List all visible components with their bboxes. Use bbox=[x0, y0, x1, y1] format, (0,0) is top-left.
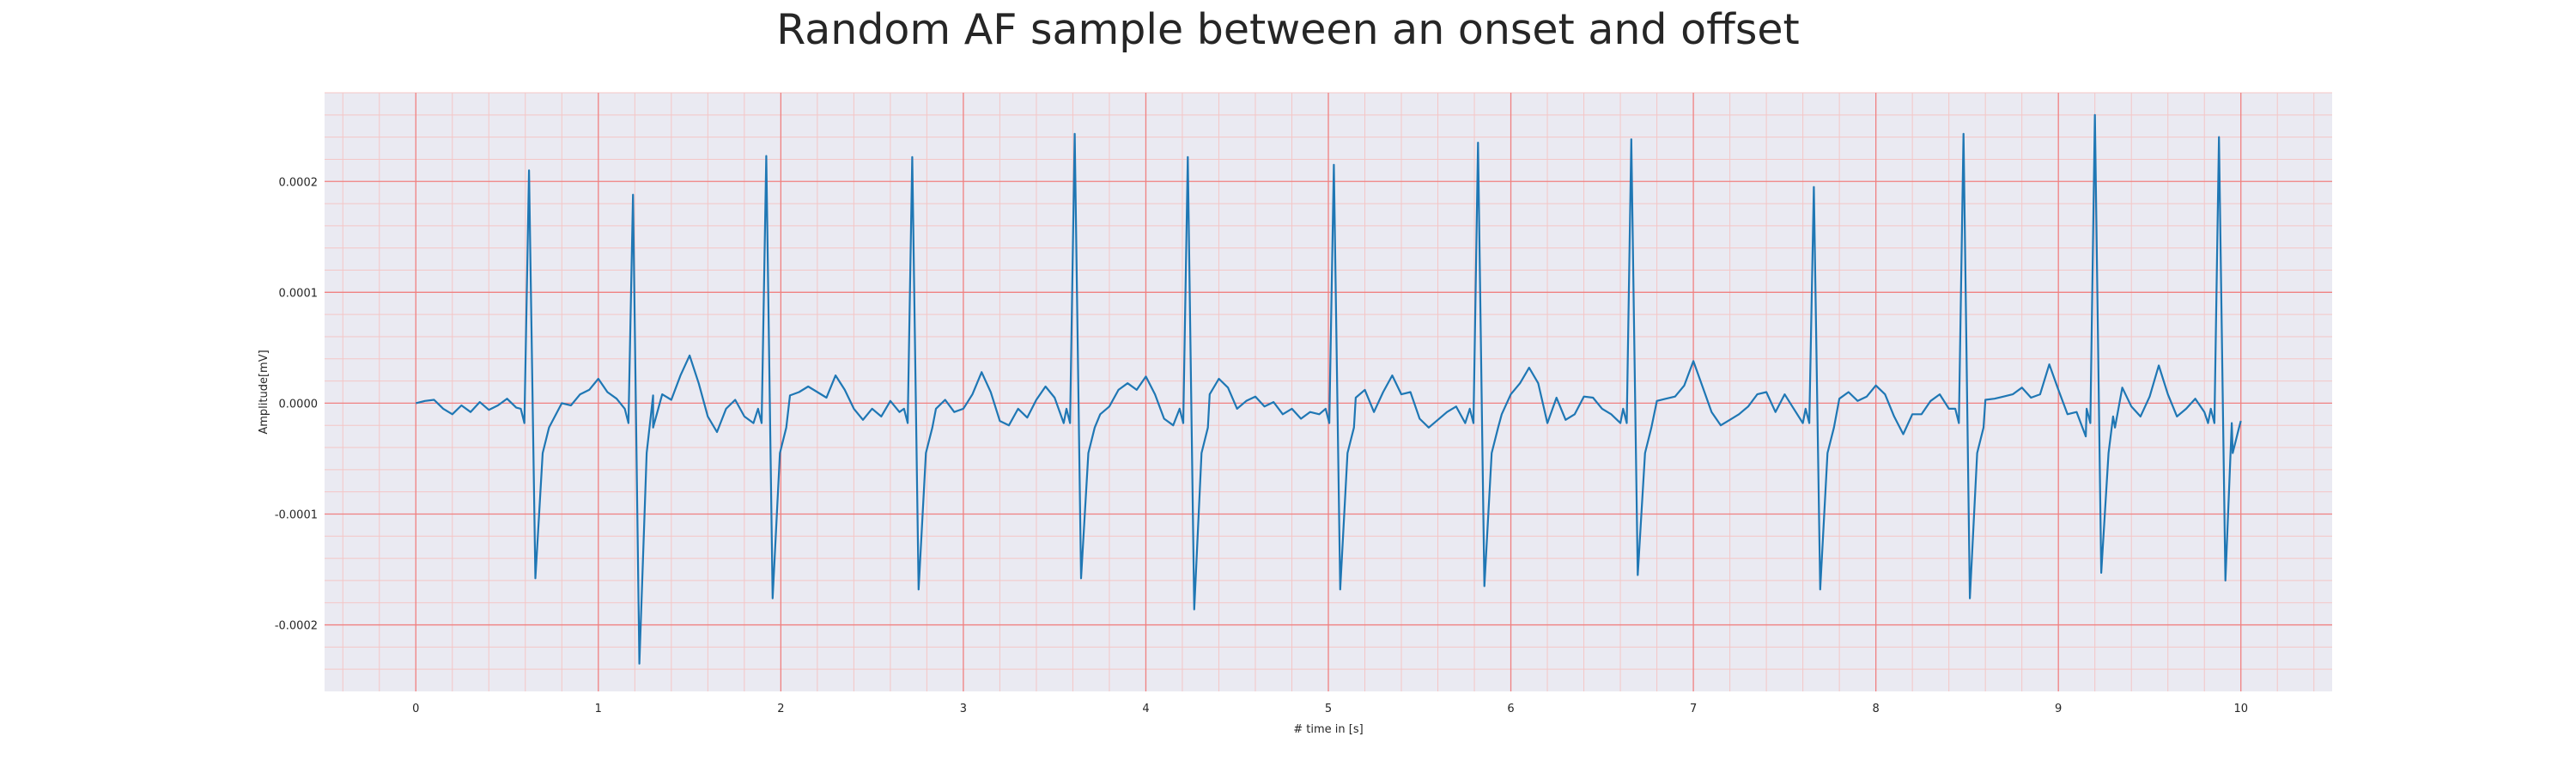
x-tick-label: 0 bbox=[412, 703, 419, 715]
x-axis-label: # time in [s] bbox=[1293, 723, 1363, 736]
y-tick-label: 0.0001 bbox=[279, 287, 319, 300]
major-grid bbox=[325, 93, 2332, 691]
x-tick-label: 4 bbox=[1142, 703, 1149, 715]
x-tick-label: 10 bbox=[2233, 703, 2248, 715]
x-tick-label: 6 bbox=[1507, 703, 1514, 715]
y-tick-label: -0.0002 bbox=[275, 620, 318, 633]
y-tick-label: 0.0000 bbox=[279, 398, 319, 411]
y-tick-label: -0.0001 bbox=[275, 508, 318, 521]
y-axis-label: Amplitude[mV] bbox=[258, 350, 270, 434]
y-tick-label: 0.0002 bbox=[279, 176, 319, 189]
y-axis-ticks: -0.0002 -0.0001 0.0000 0.0001 0.0002 bbox=[275, 176, 318, 632]
x-axis-ticks: 0 1 2 3 4 5 6 7 8 9 10 bbox=[412, 703, 2248, 715]
x-tick-label: 1 bbox=[595, 703, 602, 715]
series-line bbox=[416, 113, 2242, 665]
x-tick-label: 2 bbox=[777, 703, 784, 715]
x-tick-label: 7 bbox=[1690, 703, 1697, 715]
x-tick-label: 8 bbox=[1872, 703, 1879, 715]
x-tick-label: 3 bbox=[960, 703, 967, 715]
x-tick-label: 9 bbox=[2055, 703, 2062, 715]
x-tick-label: 5 bbox=[1325, 703, 1332, 715]
chart-title: Random AF sample between an onset and of… bbox=[776, 5, 1800, 54]
